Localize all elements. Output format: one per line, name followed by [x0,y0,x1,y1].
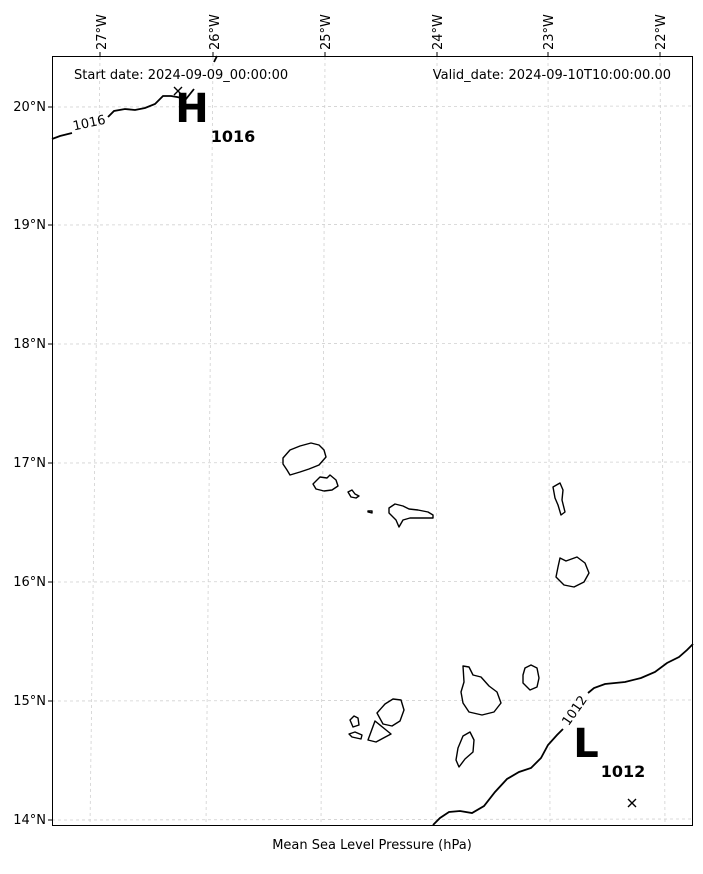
high-pressure-symbol: H [175,86,208,132]
lon-label: 25°W [319,14,334,50]
latitude-labels: 20°N 19°N 18°N 17°N 16°N 15°N 14°N [13,100,46,828]
island-sal [552,482,566,516]
lon-label: 24°W [431,14,446,50]
low-pressure-symbol: L [573,721,599,767]
island-ilheus [348,731,363,740]
isobar-1016-top [213,55,218,63]
map-frame [52,56,693,826]
isobar-1012-upper [587,643,694,694]
lat-label: 16°N [13,575,46,590]
island-sao-vicente [312,474,339,492]
islands [282,442,590,768]
lon-label: 27°W [95,14,110,50]
isobar-1016-left [51,132,73,140]
lat-label: 15°N [13,694,46,709]
island-raso [367,510,373,514]
map-caption: Mean Sea Level Pressure (hPa) [272,838,472,853]
isobar-1012-lower [432,728,564,826]
lat-label: 18°N [13,337,46,352]
low-center-marker [627,798,637,808]
longitude-labels: 27°W 26°W 25°W 24°W 23°W 22°W [95,14,669,50]
isobars [51,55,694,826]
island-santo-antao [282,442,327,476]
high-pressure-value: 1016 [211,127,256,146]
island-santiago [460,665,502,716]
low-pressure-value: 1012 [601,762,646,781]
lat-label: 19°N [13,218,46,233]
high-center-marker [173,86,183,96]
island-southwest [367,720,392,743]
island-brava [349,715,360,728]
island-sao-nicolau [388,503,434,528]
valid-date-text: Valid_date: 2024-09-10T10:00:00.00 [433,68,671,83]
lat-label: 20°N [13,100,46,115]
gridlines [51,56,694,826]
isobar-1016-main [107,88,195,118]
lat-label: 17°N [13,456,46,471]
island-south [455,731,475,768]
tick-marks [48,52,661,821]
lon-label: 22°W [654,14,669,50]
lon-label: 26°W [208,14,223,50]
island-boa-vista [555,556,590,588]
isobar-label: 1016 [72,113,107,135]
island-fogo [376,698,405,727]
lon-label: 23°W [542,14,557,50]
start-date-text: Start date: 2024-09-09_00:00:00 [74,68,288,83]
center-markers [173,86,637,808]
island-santa-luzia [347,489,360,499]
island-maio [522,664,540,691]
lat-label: 14°N [13,813,46,828]
